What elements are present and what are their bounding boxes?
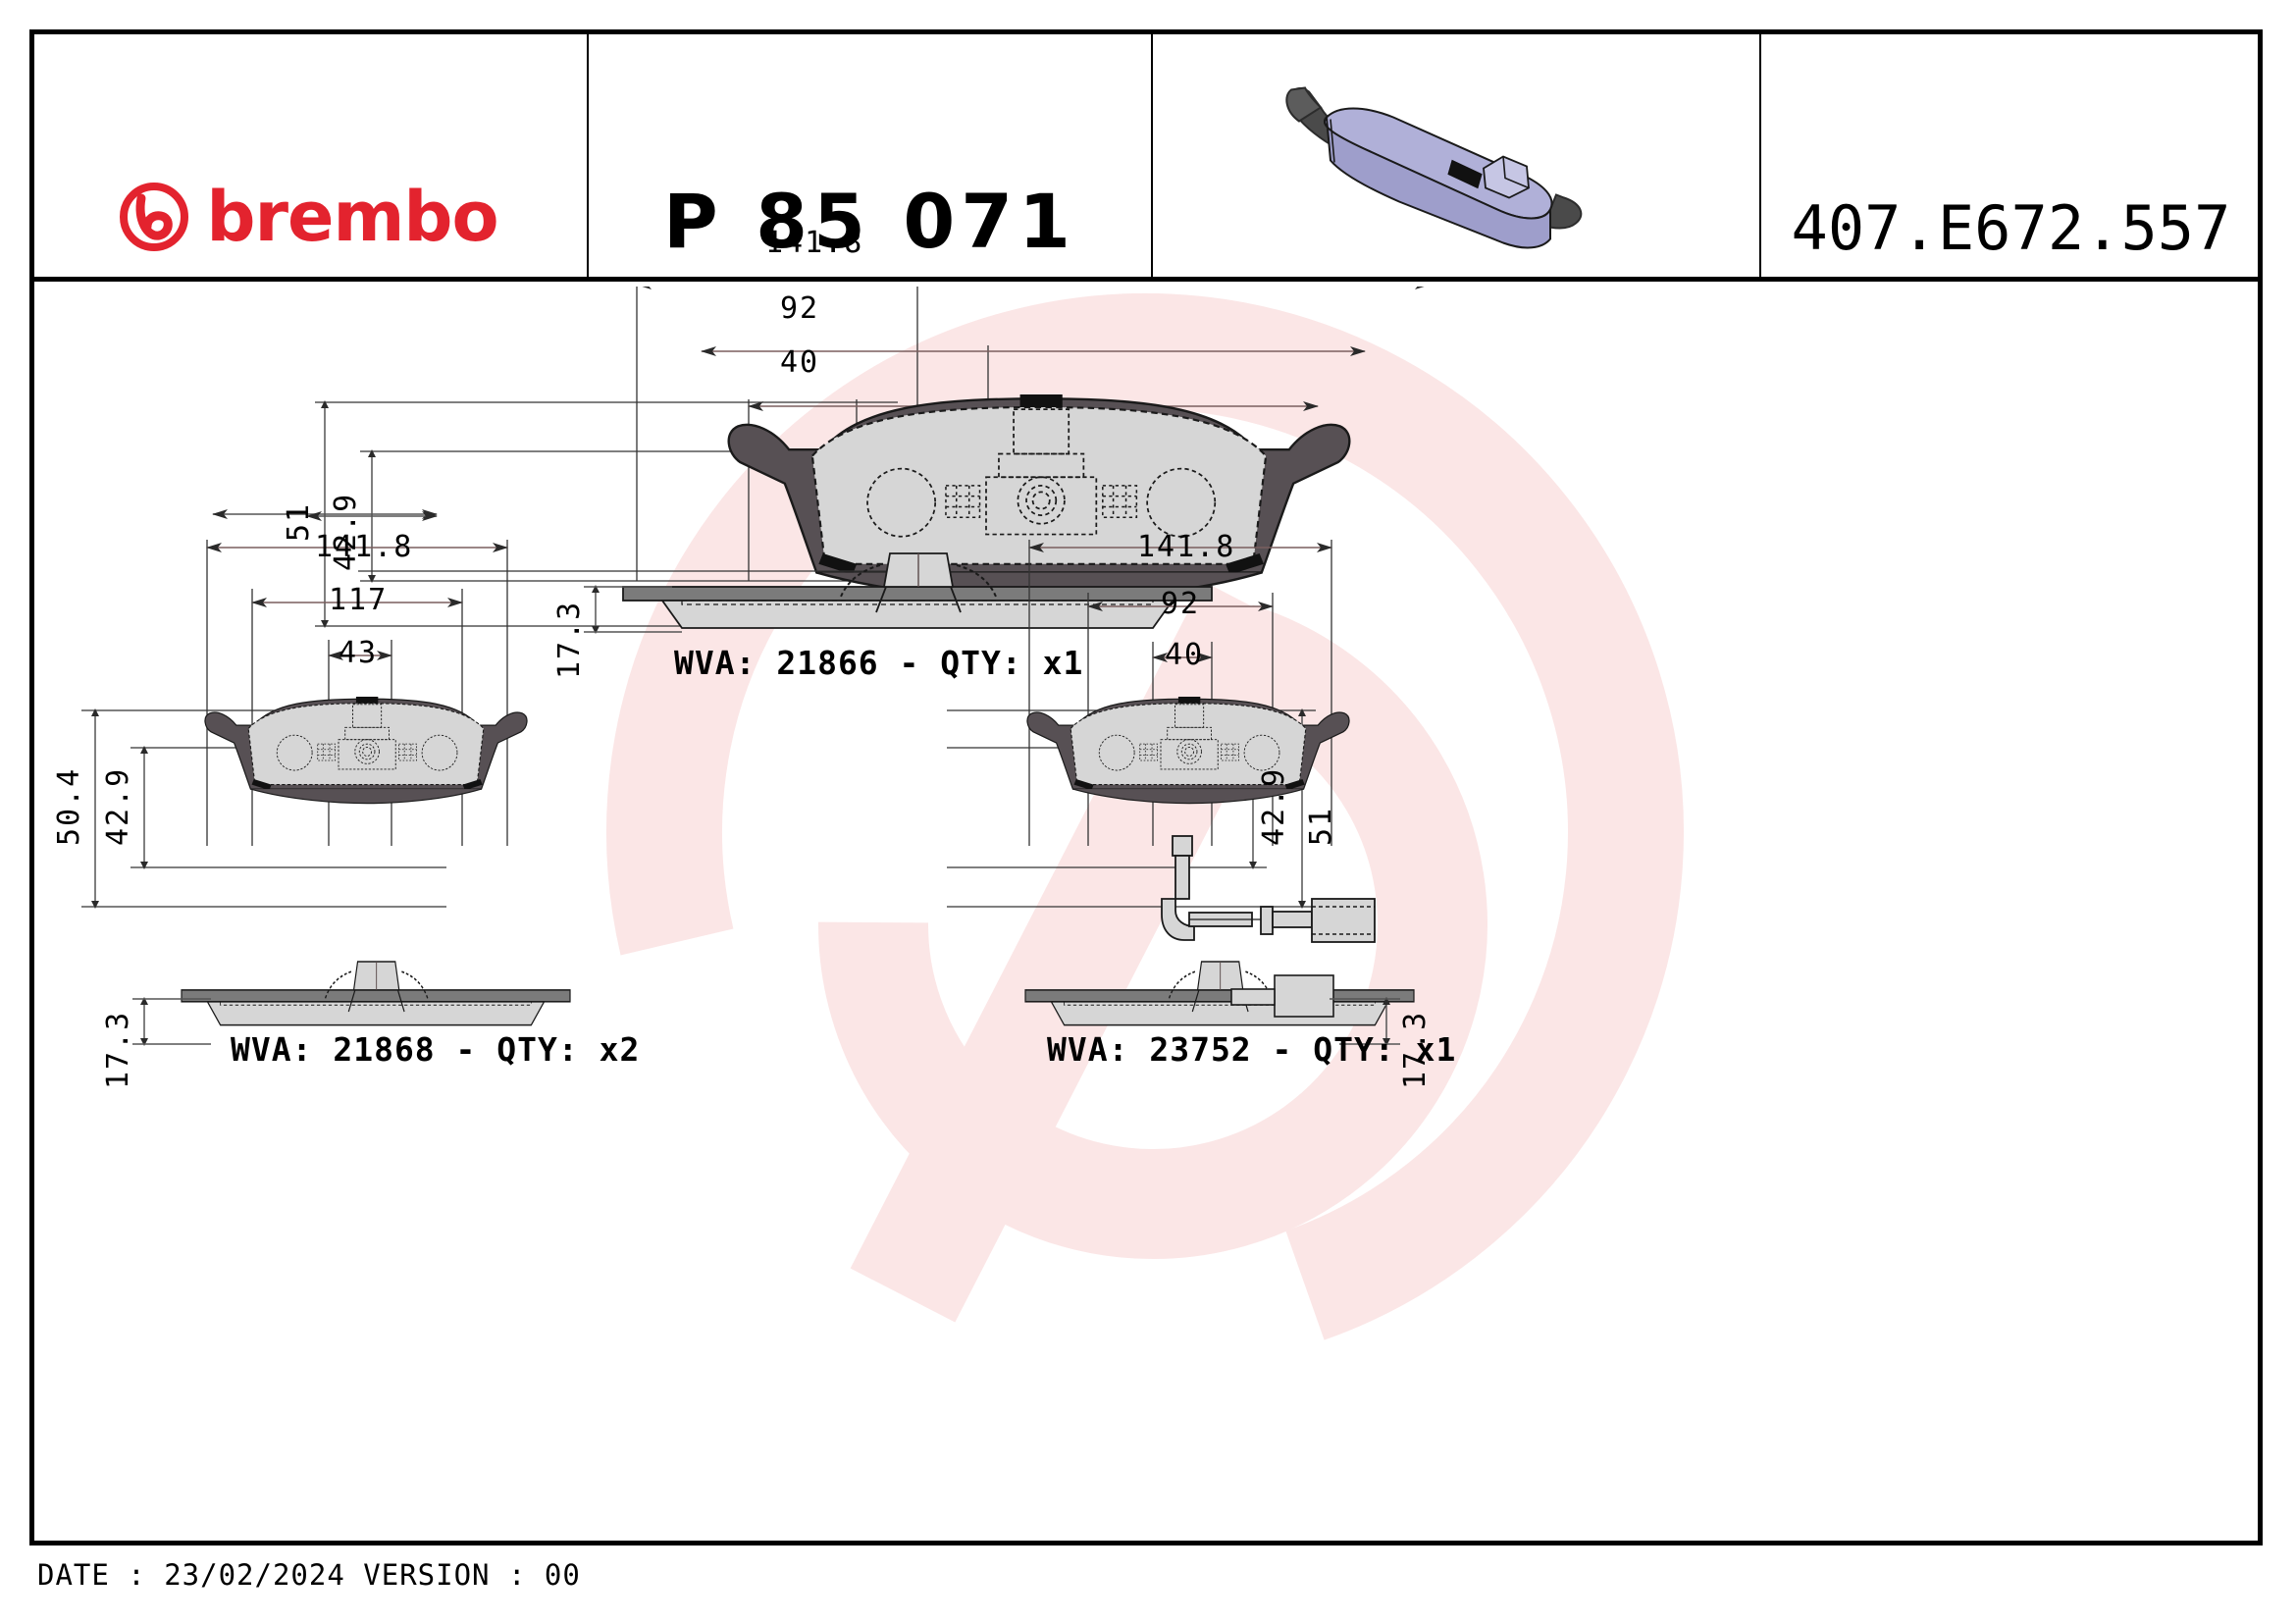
dim-top-overall-height: 51 — [282, 501, 316, 542]
dim-left-overall-length: 141.8 — [315, 530, 414, 564]
dim-top-mid-length: 92 — [780, 291, 820, 326]
brake-pad-render-icon — [1270, 51, 1643, 256]
wva-label-23752: WVA: 23752 - QTY: x1 — [1047, 1030, 1457, 1069]
dim-left-mid-length: 117 — [329, 583, 389, 617]
left-view-group — [81, 540, 528, 909]
part-number: 407.E672.557 — [1791, 192, 2231, 264]
footer-date-version: DATE : 23/02/2024 VERSION : 00 — [37, 1558, 581, 1592]
dim-left-pad-height: 42.9 — [101, 766, 135, 846]
technical-geometry — [81, 287, 1431, 1046]
product-render-cell — [1153, 29, 1761, 277]
brand-logo-cell: brembo — [29, 29, 589, 277]
top-side-view-group — [358, 552, 1213, 634]
dim-top-inner-length: 40 — [780, 345, 820, 380]
drawing-area: 141.8 92 40 51 42.9 17.3 WVA: 21866 - QT… — [34, 226, 2258, 1541]
right-side-view-group — [1024, 961, 1415, 1046]
brembo-logo-icon — [118, 181, 190, 253]
top-view-group — [212, 287, 1431, 628]
product-code: P 85 071 — [662, 178, 1077, 265]
dim-right-overall-height: 51 — [1304, 806, 1338, 846]
dim-right-overall-length: 141.8 — [1137, 530, 1236, 564]
dim-left-inner-length: 43 — [339, 636, 379, 670]
dim-right-inner-length: 40 — [1165, 638, 1205, 672]
part-number-cell: 407.E672.557 — [1761, 29, 2261, 277]
brand-name: brembo — [206, 177, 498, 257]
dim-top-overall-length: 141.8 — [765, 226, 864, 260]
wear-sensor — [1161, 835, 1376, 943]
wva-label-21866: WVA: 21866 - QTY: x1 — [674, 644, 1084, 682]
right-view-group — [947, 540, 1376, 943]
title-block: brembo P 85 071 — [29, 29, 2263, 282]
left-side-view-group — [132, 961, 571, 1046]
product-code-cell: P 85 071 — [589, 29, 1153, 277]
dim-left-overall-height: 50.4 — [52, 766, 86, 846]
dim-right-pad-height: 42.9 — [1257, 766, 1291, 846]
sheet-border — [29, 29, 2263, 1545]
dim-left-side-thickness: 17.3 — [101, 1010, 135, 1089]
dim-right-mid-length: 92 — [1161, 587, 1201, 621]
wva-label-21868: WVA: 21868 - QTY: x2 — [231, 1030, 641, 1069]
dim-top-side-thickness: 17.3 — [552, 600, 587, 679]
